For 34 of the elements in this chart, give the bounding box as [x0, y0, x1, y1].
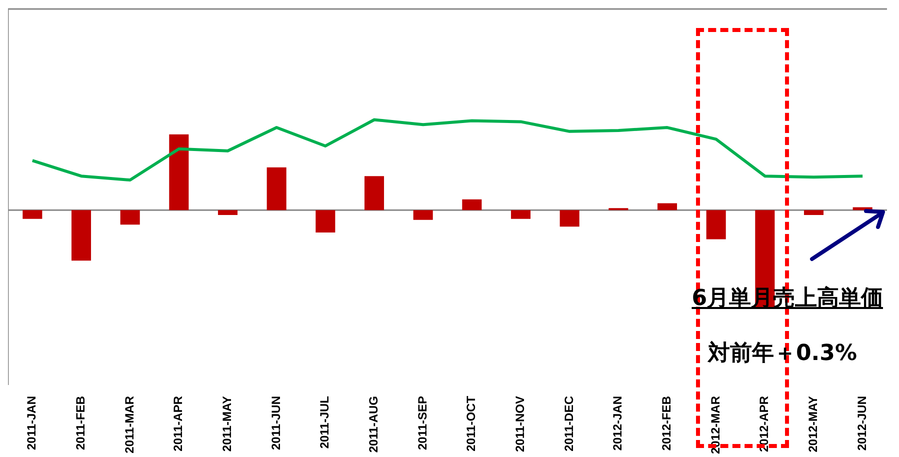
x-tick-label: 2011-JUN [268, 396, 283, 450]
bar [266, 167, 286, 210]
x-tick-label: 2011-SEP [415, 396, 430, 450]
x-tick-label: 2012-JAN [610, 396, 625, 451]
bar [71, 210, 92, 261]
x-tick-label: 2011-FEB [74, 396, 88, 450]
x-tick-label: 2011-MAR [122, 396, 136, 454]
x-tick-label: 2012-MAY [806, 396, 820, 452]
bar [120, 210, 140, 225]
text: 対前年＋0.3% [708, 340, 858, 368]
bar [804, 210, 824, 215]
x-tick-label: 2011-JAN [24, 396, 39, 450]
x-tick-label: 2011-JUL [318, 396, 332, 449]
x-tick-label: 2012-JUN [854, 396, 869, 451]
x-tick-label: 2011-NOV [513, 396, 528, 452]
bar [364, 176, 384, 210]
bar [413, 210, 433, 220]
x-tick-label: 2012-MAR [708, 396, 722, 454]
bar [560, 210, 580, 227]
bar [657, 203, 678, 210]
x-tick-label: 2011-APR [171, 396, 186, 452]
x-tick-label: 2011-DEC [562, 396, 576, 452]
x-tick-label: 2011-AUG [366, 396, 381, 453]
x-tick-label: 2012-FEB [660, 396, 674, 451]
bar [510, 210, 531, 219]
bar [706, 210, 726, 240]
bar [462, 199, 482, 210]
bar [22, 210, 42, 219]
bar [218, 210, 238, 215]
bar [316, 210, 336, 232]
x-tick-label: 2011-OCT [464, 395, 478, 452]
x-tick-label: 2011-MAY [220, 396, 234, 452]
x-tick-label: 2012-APR [757, 396, 772, 452]
bar [169, 134, 189, 210]
